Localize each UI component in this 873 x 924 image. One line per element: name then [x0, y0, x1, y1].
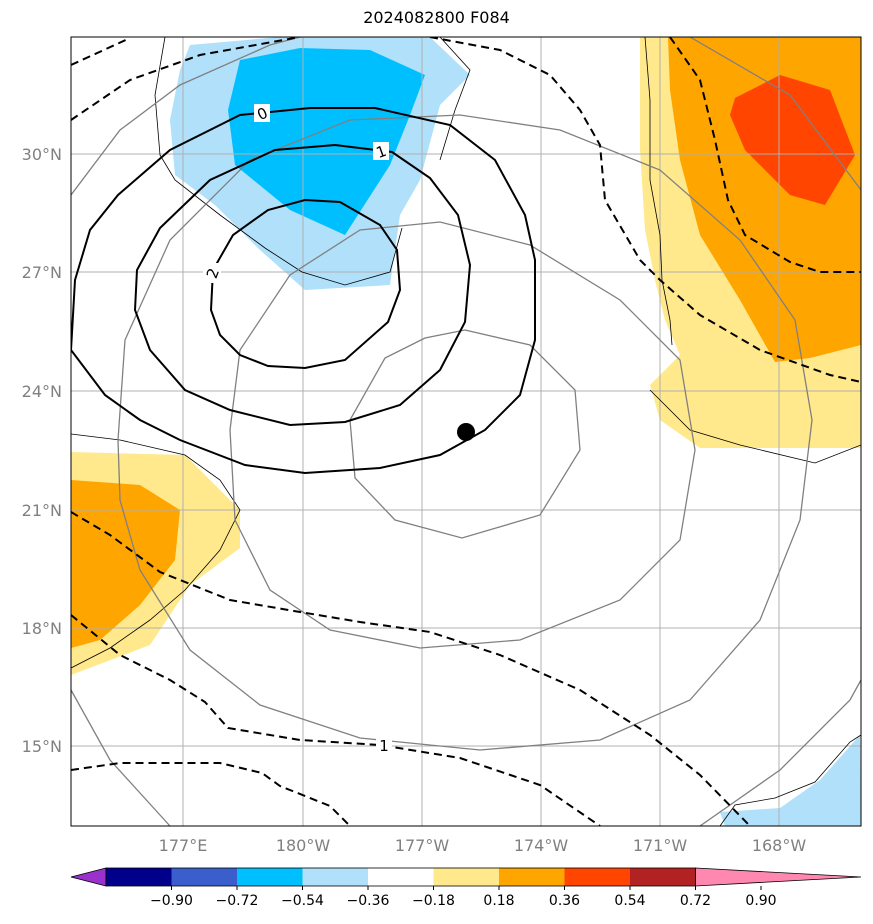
- colorbar-tick-label: −0.36: [347, 893, 390, 909]
- colorbar-tick-label: 0.72: [680, 893, 711, 909]
- colorbar-segment: [630, 868, 696, 886]
- colorbar-tick-label: 0.54: [614, 893, 645, 909]
- colorbar-segment: [564, 868, 630, 886]
- colorbar-extend-low: [70, 867, 107, 887]
- lon-label: 168°W: [752, 836, 807, 855]
- lon-tick-labels: 177°E 180°W 177°W 174°W 171°W 168°W: [159, 836, 807, 855]
- dashed-contours: [71, 37, 861, 826]
- colorbar-segment: [368, 868, 434, 886]
- colorbar-segment: [302, 868, 368, 886]
- map-area: 0 1 2 1: [71, 37, 861, 826]
- colorbar-segment: [171, 868, 237, 886]
- lat-label: 21°N: [22, 501, 62, 520]
- lat-label: 30°N: [22, 145, 62, 164]
- gray-contours: [71, 37, 861, 826]
- colorbar-segment: [499, 868, 565, 886]
- lon-label: 171°W: [633, 836, 688, 855]
- colorbar-segment: [237, 868, 303, 886]
- lon-label: 180°W: [276, 836, 331, 855]
- lon-label: 174°W: [514, 836, 569, 855]
- colorbar-segment: [106, 868, 172, 886]
- coastlines: [71, 37, 861, 826]
- colorbar-tick-label: −0.54: [281, 893, 324, 909]
- lat-label: 27°N: [22, 263, 62, 282]
- colorbar-frame: [105, 867, 696, 887]
- lat-tick-labels: 30°N 27°N 24°N 21°N 18°N 15°N: [22, 145, 62, 756]
- shading-positive: [71, 37, 861, 675]
- colorbar-tick-label: 0.18: [483, 893, 514, 909]
- colorbar-segment: [433, 868, 499, 886]
- colorbar-tick-label: 0.36: [549, 893, 580, 909]
- lat-label: 24°N: [22, 382, 62, 401]
- gridlines: [71, 37, 861, 826]
- colorbar: −0.90 −0.72 −0.54 −0.36 −0.18 0.18 0.36 0.54 0.7…: [70, 867, 862, 909]
- storm-center-marker: [457, 423, 475, 441]
- contour-label-1-south: 1: [379, 737, 389, 755]
- map-frame: [70, 36, 862, 827]
- colorbar-tick-label: 0.90: [745, 893, 776, 909]
- colorbar-tick-label: −0.90: [150, 893, 193, 909]
- colorbar-tick-label: −0.72: [216, 893, 259, 909]
- lat-label: 15°N: [22, 737, 62, 756]
- lon-label: 177°E: [159, 836, 208, 855]
- lon-label: 177°W: [395, 836, 450, 855]
- lat-label: 18°N: [22, 619, 62, 638]
- map-title: 2024082800 F084: [363, 8, 510, 27]
- colorbar-tick-label: −0.18: [412, 893, 455, 909]
- colorbar-extend-high: [695, 867, 862, 887]
- solid-contours: [71, 107, 536, 475]
